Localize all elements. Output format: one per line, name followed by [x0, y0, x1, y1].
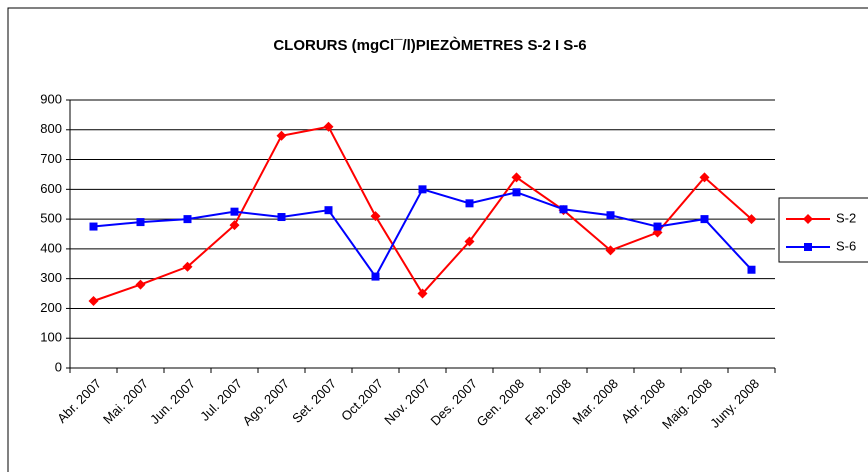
data-point: [417, 288, 428, 299]
data-point: [606, 211, 615, 220]
legend-box: [778, 197, 868, 263]
legend-marker: [803, 214, 813, 224]
data-point: [512, 188, 521, 197]
data-point: [700, 215, 709, 224]
data-point: [511, 172, 522, 183]
data-point: [183, 215, 192, 224]
legend-marker: [804, 243, 812, 251]
y-tick-label: 600: [40, 181, 62, 196]
data-point: [276, 130, 287, 141]
data-point: [324, 206, 333, 215]
y-tick-label: 500: [40, 211, 62, 226]
data-point: [464, 236, 475, 247]
y-tick-label: 800: [40, 121, 62, 136]
data-point: [230, 207, 239, 216]
data-point: [605, 245, 616, 256]
y-tick-label: 400: [40, 240, 62, 255]
data-point: [88, 296, 99, 306]
y-tick-label: 300: [40, 270, 62, 285]
data-point: [559, 205, 568, 214]
data-point: [418, 185, 427, 194]
data-point: [370, 211, 381, 222]
y-tick-label: 700: [40, 151, 62, 166]
data-point: [746, 214, 757, 225]
y-tick-label: 100: [40, 330, 62, 345]
chart-title: CLORURS (mgCl¯/l)PIEZÒMETRES S-2 I S-6: [273, 36, 586, 54]
y-tick-label: 900: [40, 91, 62, 106]
data-point: [89, 222, 98, 231]
data-point: [135, 279, 146, 290]
legend-label: S-6: [836, 238, 856, 253]
data-point: [182, 261, 193, 272]
data-point: [465, 199, 474, 208]
y-tick-label: 200: [40, 300, 62, 315]
data-point: [277, 213, 286, 222]
data-point: [229, 220, 240, 231]
data-point: [653, 222, 662, 231]
data-point: [699, 172, 710, 183]
legend-label: S-2: [836, 210, 856, 225]
data-point: [747, 265, 756, 274]
y-tick-label: 0: [55, 359, 62, 374]
data-point: [323, 121, 334, 132]
data-point: [371, 272, 380, 281]
data-point: [136, 218, 145, 227]
